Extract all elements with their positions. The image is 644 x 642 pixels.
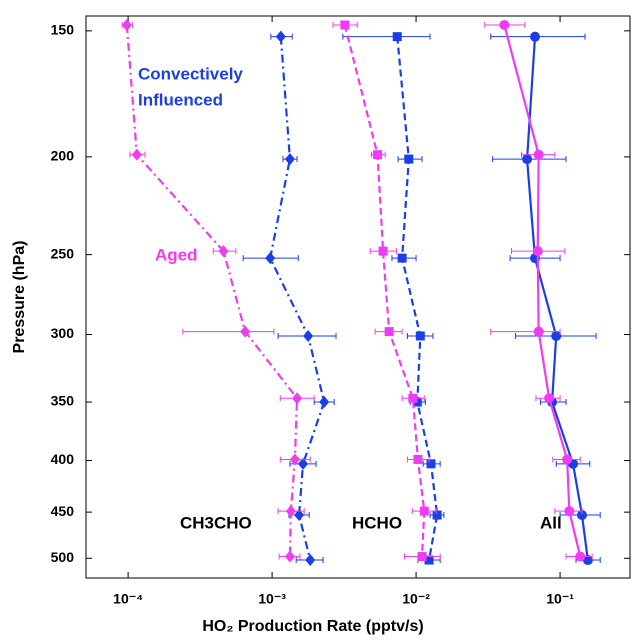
point	[413, 454, 423, 464]
point	[562, 454, 573, 465]
point	[424, 555, 434, 565]
point	[404, 154, 414, 164]
annotation: All	[540, 513, 562, 532]
y-tick-label: 400	[51, 451, 75, 467]
error-bar	[182, 328, 275, 335]
x-tick-label: 10⁻³	[258, 591, 286, 607]
y-tick-label: 200	[51, 148, 75, 164]
point	[284, 550, 295, 563]
series-line	[269, 36, 326, 561]
point	[544, 393, 555, 404]
y-tick-label: 450	[51, 503, 75, 519]
point	[417, 552, 427, 562]
point	[289, 453, 300, 466]
y-tick-label: 150	[51, 22, 75, 38]
point	[340, 20, 350, 30]
point	[298, 457, 309, 470]
y-tick-label: 350	[51, 393, 75, 409]
annotation: Influenced	[138, 90, 223, 109]
point	[419, 506, 429, 516]
point	[265, 252, 276, 265]
point	[499, 19, 510, 30]
point	[240, 325, 251, 338]
x-tick-label: 10⁻²	[402, 591, 430, 607]
point	[303, 329, 314, 342]
error-bar	[490, 328, 561, 335]
point	[319, 396, 330, 409]
point	[294, 509, 305, 522]
plot-frame	[85, 15, 631, 579]
point	[373, 150, 383, 160]
point	[530, 31, 541, 42]
y-axis-label: Pressure (hPa)	[11, 241, 28, 354]
series-line	[343, 24, 426, 557]
annotation: Aged	[155, 245, 198, 264]
y-tick-label: 250	[51, 245, 75, 261]
point	[426, 459, 436, 469]
point	[131, 148, 142, 161]
point	[284, 153, 295, 166]
point	[384, 327, 394, 337]
point	[432, 510, 442, 520]
y-tick-label: 500	[51, 549, 75, 565]
annotation: HCHO	[352, 513, 402, 532]
point	[275, 30, 286, 43]
point	[564, 506, 575, 517]
point	[392, 32, 402, 42]
x-tick-label: 10⁻¹	[546, 591, 574, 607]
point	[532, 246, 543, 257]
y-tick-label: 300	[51, 325, 75, 341]
point	[378, 246, 388, 256]
point	[397, 253, 407, 263]
point	[218, 245, 229, 258]
series-line	[396, 36, 439, 561]
error-bar	[342, 33, 431, 40]
annotation: Convectively	[138, 64, 243, 83]
point	[121, 18, 132, 31]
point	[533, 326, 544, 337]
point	[522, 154, 533, 165]
series-line	[525, 36, 589, 561]
point	[582, 555, 593, 566]
point	[575, 551, 586, 562]
point	[576, 510, 587, 521]
x-axis-label: HO₂ Production Rate (pptv/s)	[202, 618, 423, 635]
x-tick-label: 10⁻⁴	[113, 591, 143, 607]
point	[408, 393, 418, 403]
point	[292, 392, 303, 405]
annotation: CH3CHO	[180, 513, 252, 532]
point	[305, 554, 316, 567]
series-line	[125, 24, 299, 557]
point	[533, 149, 544, 160]
series-line	[503, 24, 582, 557]
point	[415, 331, 425, 341]
point	[285, 505, 296, 518]
point	[551, 330, 562, 341]
